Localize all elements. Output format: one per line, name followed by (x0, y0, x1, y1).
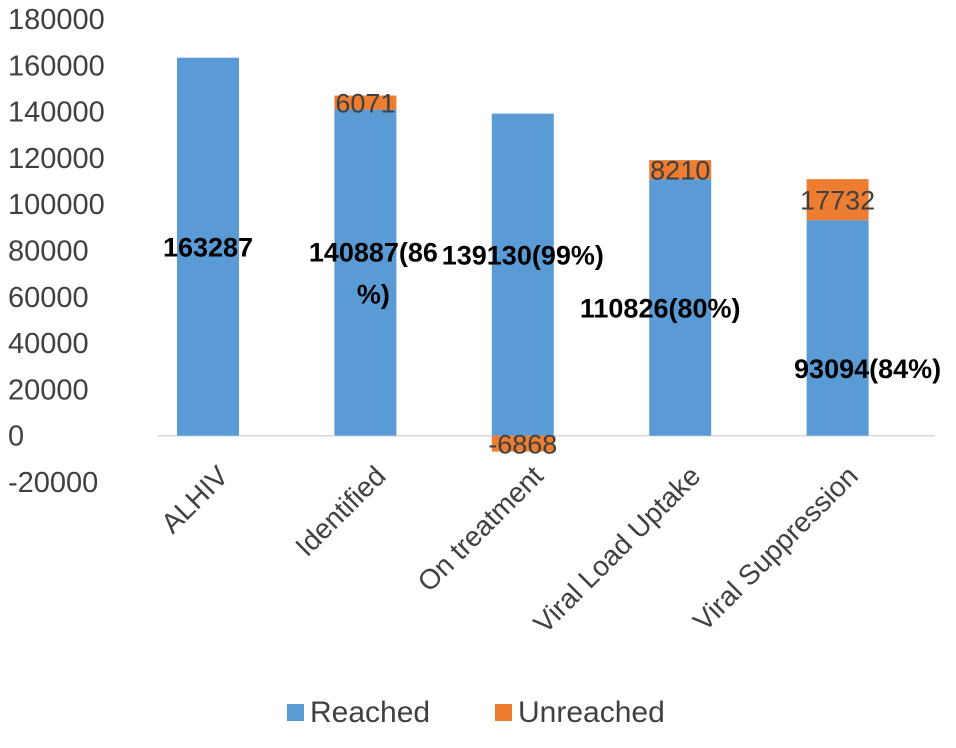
y-tick-label: 120000 (8, 143, 105, 175)
category-label: On treatment (412, 460, 550, 598)
y-tick-label: 100000 (8, 189, 105, 221)
y-tick-label: 80000 (8, 236, 89, 268)
data-label-unreached: 8210 (650, 156, 710, 186)
y-tick-label: 60000 (8, 282, 89, 314)
category-label: Identified (289, 460, 391, 562)
y-tick-label: 180000 (8, 4, 105, 36)
data-label-unreached: 17732 (800, 186, 875, 216)
data-labels: 163287 140887(86%) 6071 139130(99%) -6868 110… (163, 89, 941, 460)
category-label: Viral Load Uptake (527, 460, 706, 639)
y-tick-label: 140000 (8, 97, 105, 129)
legend: Reached Unreached (287, 696, 665, 729)
y-axis-ticks: 180000 160000 140000 120000 100000 80000 60000… (8, 4, 105, 499)
legend-swatch (287, 704, 304, 721)
y-tick-label: 160000 (8, 50, 105, 82)
data-label-reached: 140887(86 (309, 238, 438, 268)
bar-unreached (649, 160, 712, 180)
y-tick-label: -20000 (8, 467, 98, 499)
bar-unreached (806, 179, 869, 221)
data-label-unreached: -6868 (488, 430, 557, 460)
bar-reached (491, 113, 554, 436)
category-label: ALHIV (155, 460, 234, 539)
bar-unreached (334, 95, 397, 110)
data-label-reached: 110826(80%) (580, 293, 741, 323)
legend-label: Reached (310, 696, 430, 729)
data-label-unreached: 6071 (335, 89, 395, 119)
bar-unreached (491, 435, 554, 452)
bars (177, 57, 869, 452)
legend-swatch (495, 704, 512, 721)
category-label: Viral Suppression (687, 460, 864, 637)
y-tick-label: 0 (8, 421, 24, 453)
data-label-reached: %) (357, 280, 390, 310)
bar-reached (177, 57, 239, 436)
data-label-reached: 163287 (163, 233, 253, 263)
data-label-reached: 139130(99%) (442, 241, 604, 271)
y-tick-label: 20000 (8, 374, 89, 406)
data-label-reached: 93094(84%) (794, 354, 941, 384)
legend-label: Unreached (518, 696, 665, 729)
bar-reached (334, 109, 397, 436)
bar-reached (806, 220, 869, 436)
bar-reached (649, 179, 712, 436)
y-tick-label: 40000 (8, 328, 89, 360)
